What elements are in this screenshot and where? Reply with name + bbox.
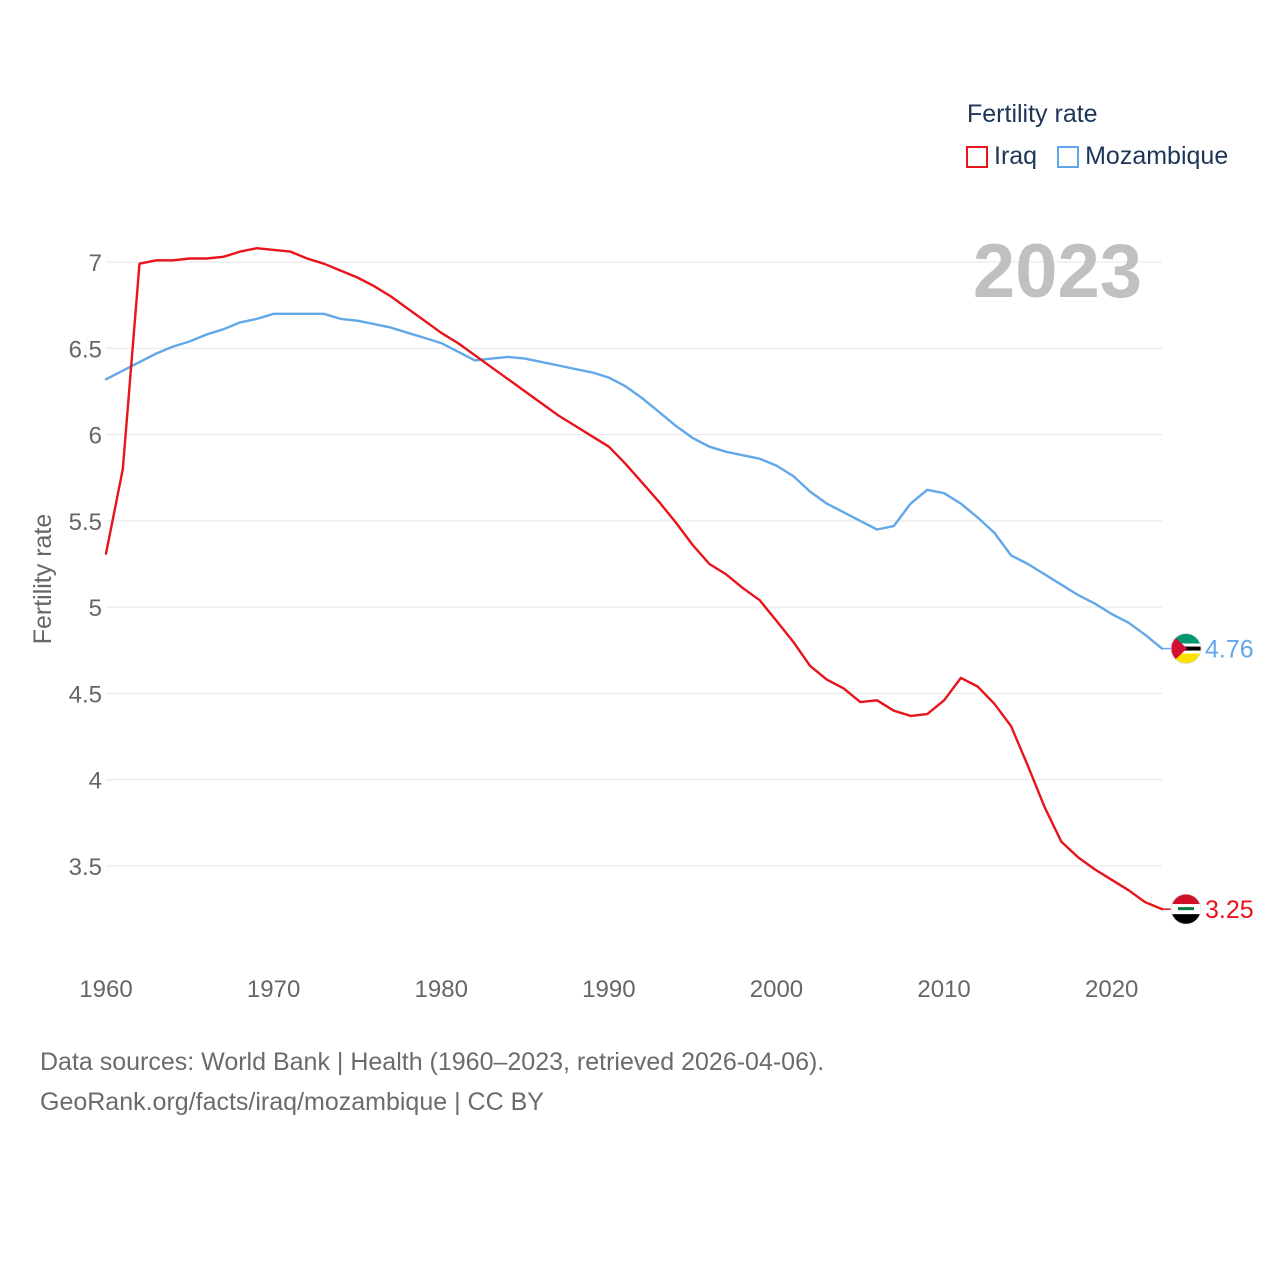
legend-label-mozambique: Mozambique [1085, 142, 1229, 170]
series-lines [104, 246, 1164, 911]
x-tick-label: 1970 [247, 976, 300, 1003]
legend-label-iraq: Iraq [994, 142, 1038, 170]
end-value-label-mozambique: 4.76 [1205, 636, 1254, 664]
y-axis-label: Fertility rate [29, 514, 57, 645]
current-year-label: 2023 [972, 229, 1142, 314]
y-tick-label: 7 [89, 250, 102, 277]
legend-swatch-iraq [966, 145, 988, 168]
y-tick-label: 5 [89, 595, 102, 622]
end-value-label-iraq: 3.25 [1205, 896, 1254, 924]
y-tick-label: 5.5 [69, 509, 102, 536]
legend-item-mozambique[interactable]: Mozambique [1057, 142, 1228, 171]
series-line-mozambique [104, 312, 1164, 650]
x-tick-label: 1990 [582, 976, 635, 1003]
x-tick-label: 1960 [79, 976, 132, 1003]
x-tick-label: 2010 [917, 976, 970, 1003]
x-tick-label: 2020 [1085, 976, 1138, 1003]
legend-title: Fertility rate [967, 100, 1098, 128]
y-tick-label: 4 [89, 768, 102, 795]
footer-sources: Data sources: World Bank | Health (1960–… [40, 1048, 825, 1076]
footer-link[interactable]: GeoRank.org/facts/iraq/mozambique | CC B… [40, 1088, 544, 1116]
legend-swatch-mozambique [1057, 145, 1080, 168]
end-markers: 3.25 4.76 [1162, 633, 1254, 925]
iraq-flag-icon [1171, 894, 1201, 925]
x-tick-label: 1980 [415, 976, 468, 1003]
footer: Data sources: World Bank | Health (1960–… [40, 1042, 824, 1122]
legend: Iraq Mozambique [966, 142, 1248, 171]
y-tick-label: 6 [89, 423, 102, 450]
mozambique-flag-icon [1171, 633, 1201, 664]
axes: Fertility rate 3.5 4 4.5 5 5.5 6 6.5 7 1960 1970 1… [29, 250, 1138, 1003]
y-tick-label: 6.5 [69, 336, 102, 363]
gridlines [106, 261, 1162, 867]
y-tick-label: 3.5 [69, 854, 102, 881]
legend-item-iraq[interactable]: Iraq [966, 142, 1037, 171]
series-line-iraq [104, 246, 1164, 911]
y-tick-label: 4.5 [69, 681, 102, 708]
x-tick-label: 2000 [750, 976, 803, 1003]
